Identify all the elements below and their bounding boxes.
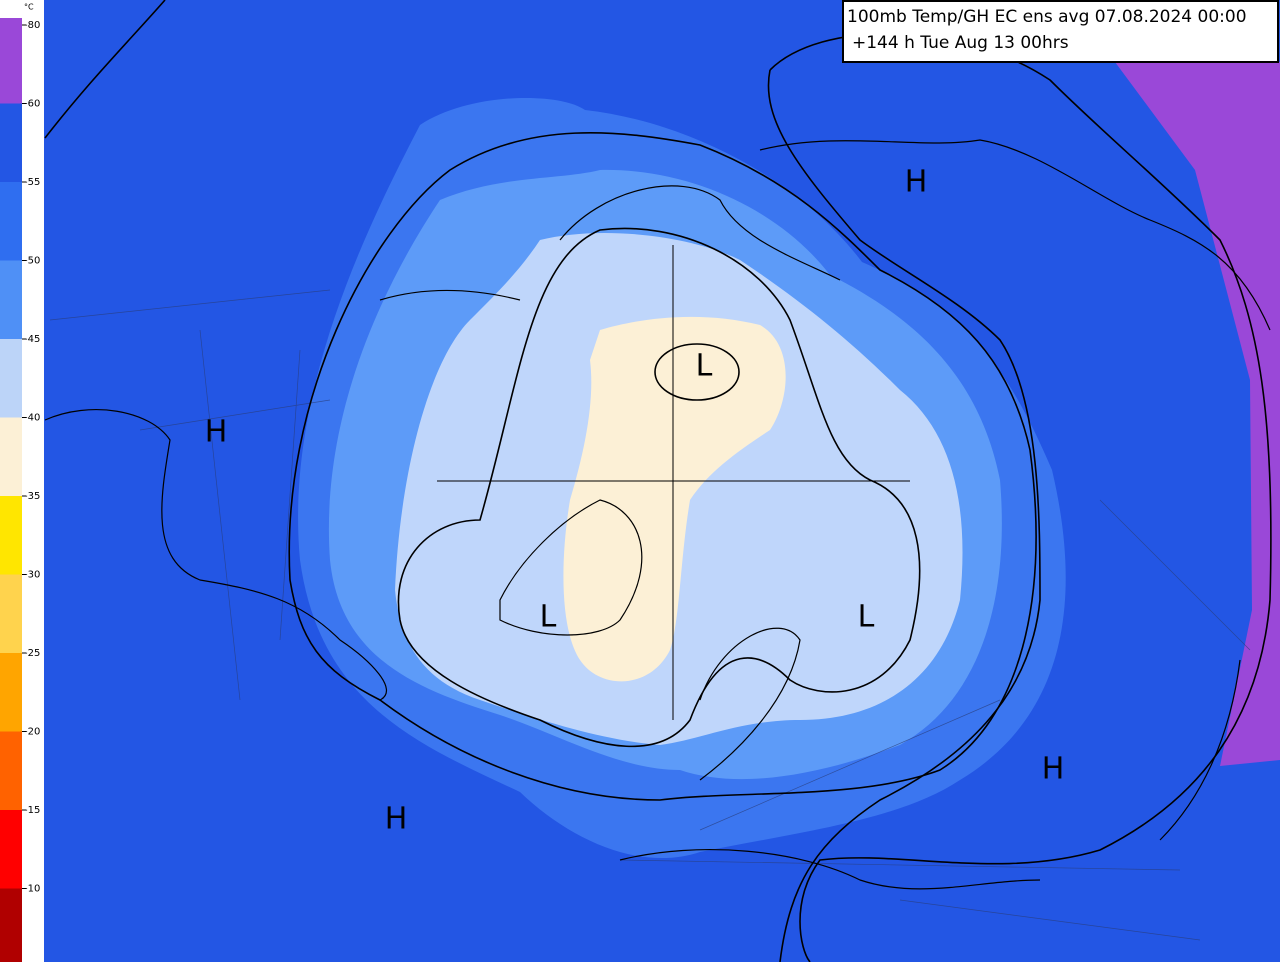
- legend-bin: [0, 182, 22, 261]
- legend: °C -80 -60 -55 -50 -45 -40 -35 -30 -25 -20 -15 -10: [0, 0, 44, 962]
- legend-label: -10: [24, 884, 40, 895]
- pressure-center: H: [385, 802, 408, 837]
- pressure-center: L: [858, 600, 875, 635]
- title-box: [842, 0, 1279, 63]
- cold-region: [1115, 62, 1280, 766]
- legend-bin: [0, 731, 22, 810]
- legend-bin: [0, 103, 22, 182]
- legend-bin: [0, 417, 22, 496]
- legend-label: -50: [24, 256, 40, 267]
- legend-bin: [0, 496, 22, 575]
- subtitle: +144 h Tue Aug 13 00hrs: [852, 33, 1069, 53]
- legend-label: -30: [24, 570, 40, 581]
- pressure-center: L: [696, 349, 713, 384]
- legend-label: -20: [24, 727, 40, 738]
- pressure-center: H: [205, 415, 228, 450]
- contour: [44, 0, 166, 139]
- legend-label: -40: [24, 413, 40, 424]
- contour: [769, 32, 1272, 962]
- legend-label: -60: [24, 99, 40, 110]
- legend-bin: [0, 888, 22, 962]
- legend-bin: [0, 18, 22, 104]
- legend-bin: [0, 574, 22, 653]
- pressure-center: H: [1042, 752, 1065, 787]
- legend-label: -55: [24, 177, 40, 188]
- title: 100mb Temp/GH EC ens avg 07.08.2024 00:0…: [847, 7, 1247, 27]
- legend-label: -35: [24, 491, 40, 502]
- legend-label: -15: [24, 805, 40, 816]
- borders: [49, 289, 1251, 941]
- contour: [288, 132, 1037, 801]
- pressure-center: L: [540, 600, 557, 635]
- legend-label: -25: [24, 648, 40, 659]
- legend-unit: °C: [24, 3, 34, 12]
- contour: [397, 227, 921, 748]
- legend-bin: [0, 339, 22, 418]
- legend-bin: [0, 810, 22, 889]
- legend-bin: [0, 260, 22, 339]
- legend-label: -80: [24, 20, 40, 31]
- temp-region: [563, 316, 786, 682]
- coastline: [44, 139, 1271, 890]
- pressure-centers: H H H H L L L: [205, 165, 1065, 837]
- legend-bin: [0, 653, 22, 732]
- pressure-center: H: [905, 165, 928, 200]
- legend-label: -45: [24, 334, 40, 345]
- contour: [654, 343, 740, 401]
- contour: [767, 69, 1041, 962]
